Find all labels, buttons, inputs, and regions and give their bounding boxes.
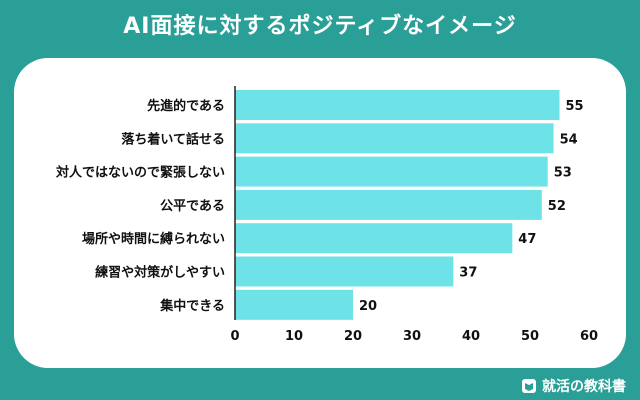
category-label: 公平である bbox=[160, 199, 225, 214]
category-label: 集中できる bbox=[159, 298, 225, 314]
x-tick-label: 50 bbox=[521, 329, 539, 344]
book-icon bbox=[522, 379, 536, 393]
bar-3 bbox=[235, 156, 548, 187]
data-label: 37 bbox=[459, 266, 477, 281]
x-tick-label: 10 bbox=[285, 329, 303, 344]
category-label: 場所や時間に縛られない bbox=[82, 231, 225, 247]
data-label: 47 bbox=[518, 232, 536, 247]
bar-7 bbox=[235, 289, 353, 320]
data-label: 55 bbox=[566, 99, 584, 114]
brand-footer: 就活の教科書 bbox=[521, 376, 626, 396]
x-tick-label: 60 bbox=[580, 329, 598, 344]
x-tick-label: 40 bbox=[462, 329, 480, 344]
bar-6 bbox=[235, 256, 454, 287]
data-label: 20 bbox=[359, 299, 377, 314]
data-label: 54 bbox=[560, 132, 578, 147]
brand-name: 就活の教科書 bbox=[542, 379, 626, 395]
bar-2 bbox=[235, 123, 554, 154]
category-label: 練習や対策がしやすい bbox=[95, 265, 225, 281]
page-title: AI面接に対するポジティブなイメージ bbox=[123, 14, 517, 39]
bar-4 bbox=[235, 189, 542, 220]
category-label: 対人ではないので緊張しない bbox=[55, 165, 225, 181]
x-tick-label: 30 bbox=[403, 329, 421, 344]
data-label: 53 bbox=[554, 166, 572, 181]
bar-1 bbox=[235, 90, 560, 120]
category-label: 落ち着いて話せる bbox=[121, 131, 225, 147]
bar-5 bbox=[235, 223, 513, 254]
x-tick-label: 20 bbox=[344, 329, 362, 344]
category-label: 先進的である bbox=[147, 98, 225, 114]
x-tick-label: 0 bbox=[230, 329, 239, 344]
data-label: 52 bbox=[548, 199, 566, 214]
